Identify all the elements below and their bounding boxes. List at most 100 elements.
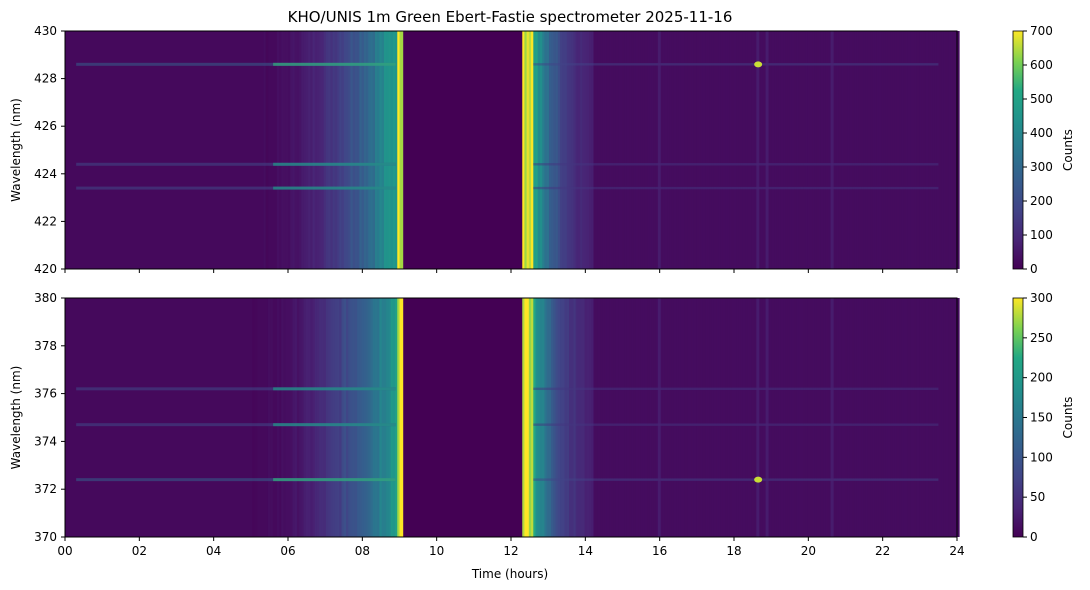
heatmap-column bbox=[696, 298, 699, 537]
heatmap-column bbox=[566, 31, 570, 269]
heatmap-column bbox=[914, 298, 918, 537]
heatmap-column bbox=[314, 298, 318, 537]
heatmap-column bbox=[359, 298, 362, 537]
heatmap-column bbox=[368, 298, 371, 537]
heatmap-column bbox=[907, 298, 911, 537]
heatmap-column bbox=[390, 31, 394, 269]
heatmap-column bbox=[843, 298, 846, 537]
heatmap-column bbox=[785, 298, 788, 537]
heatmap-column bbox=[912, 298, 916, 537]
heatmap-column bbox=[954, 298, 958, 537]
heatmap-column bbox=[539, 298, 543, 537]
heatmap-column bbox=[635, 298, 639, 537]
heatmap-column bbox=[939, 31, 942, 269]
heatmap-column bbox=[285, 31, 289, 269]
heatmap-column bbox=[308, 298, 311, 537]
heatmap-column bbox=[586, 298, 590, 537]
heatmap-column bbox=[348, 31, 351, 269]
heatmap-column bbox=[354, 298, 358, 537]
heatmap-column bbox=[738, 298, 742, 537]
heatmap-column bbox=[734, 31, 737, 269]
heatmap-column bbox=[747, 298, 751, 537]
heatmap-column bbox=[720, 298, 724, 537]
heatmap-column bbox=[635, 31, 639, 269]
heatmap-column bbox=[711, 298, 715, 537]
heatmap-column bbox=[740, 31, 744, 269]
heatmap-column bbox=[319, 298, 322, 537]
heatmap-column bbox=[379, 298, 383, 537]
heatmap-column bbox=[865, 298, 869, 537]
heatmap-column bbox=[544, 298, 548, 537]
bright-spot bbox=[754, 61, 763, 68]
heatmap-column bbox=[945, 298, 949, 537]
heatmap-column bbox=[749, 298, 753, 537]
heatmap-column bbox=[664, 31, 668, 269]
heatmap-column bbox=[930, 31, 933, 269]
heatmap-column bbox=[602, 31, 606, 269]
heatmap-column bbox=[718, 298, 722, 537]
heatmap-column bbox=[923, 31, 927, 269]
heatmap-column bbox=[602, 298, 606, 537]
heatmap-column bbox=[849, 31, 853, 269]
heatmap-column bbox=[584, 31, 588, 269]
heatmap-column bbox=[923, 298, 927, 537]
heatmap-column bbox=[928, 31, 931, 269]
heatmap-column bbox=[343, 31, 347, 269]
heatmap-column bbox=[582, 31, 585, 269]
heatmap-column bbox=[767, 31, 771, 269]
heatmap-column bbox=[290, 298, 293, 537]
heatmap-column bbox=[780, 31, 784, 269]
heatmap-column bbox=[564, 31, 568, 269]
colorbar-tick-label: 300 bbox=[1030, 160, 1053, 174]
heatmap-column bbox=[867, 31, 871, 269]
heatmap-column bbox=[874, 31, 878, 269]
heatmap-column bbox=[542, 31, 545, 269]
heatmap-column bbox=[798, 31, 802, 269]
heatmap-column bbox=[381, 31, 385, 269]
heatmap-column bbox=[887, 31, 891, 269]
heatmap-column bbox=[560, 31, 563, 269]
heatmap-column bbox=[774, 31, 777, 269]
heatmap-column bbox=[867, 298, 871, 537]
heatmap-column bbox=[348, 298, 351, 537]
heatmap-column bbox=[841, 31, 844, 269]
colorbar-tick-label: 400 bbox=[1030, 126, 1053, 140]
heatmap-column bbox=[546, 298, 550, 537]
heatmap-column bbox=[698, 298, 701, 537]
heatmap-column bbox=[651, 31, 655, 269]
heatmap-column bbox=[843, 31, 846, 269]
heatmap-column bbox=[673, 31, 677, 269]
heatmap-column bbox=[546, 31, 550, 269]
heatmap-column bbox=[657, 31, 661, 269]
heatmap-column bbox=[363, 31, 367, 269]
heatmap-column bbox=[684, 298, 688, 537]
heatmap-column bbox=[861, 31, 864, 269]
heatmap-column bbox=[644, 31, 648, 269]
x-tick-label: 10 bbox=[429, 544, 444, 558]
heatmap-column bbox=[852, 298, 855, 537]
x-tick-label: 02 bbox=[132, 544, 147, 558]
heatmap-column bbox=[957, 298, 960, 537]
heatmap-column bbox=[820, 298, 824, 537]
heatmap-column bbox=[903, 31, 907, 269]
heatmap-column bbox=[626, 298, 630, 537]
heatmap-column bbox=[894, 298, 898, 537]
heatmap-column bbox=[711, 31, 715, 269]
heatmap-column bbox=[754, 31, 757, 269]
heatmap-column bbox=[818, 298, 822, 537]
heatmap-column bbox=[771, 31, 775, 269]
heatmap-column bbox=[820, 31, 824, 269]
heatmap-column bbox=[952, 31, 956, 269]
heatmap-column bbox=[916, 298, 920, 537]
heatmap-column bbox=[624, 31, 628, 269]
heatmap-column bbox=[787, 298, 791, 537]
heatmap-column bbox=[921, 31, 924, 269]
heatmap-column bbox=[615, 31, 619, 269]
heatmap-column bbox=[345, 31, 349, 269]
heatmap-column bbox=[301, 31, 305, 269]
heatmap-column bbox=[892, 298, 895, 537]
heatmap-column bbox=[707, 298, 710, 537]
y-tick-label: 374 bbox=[34, 434, 57, 448]
heatmap-column bbox=[566, 298, 570, 537]
